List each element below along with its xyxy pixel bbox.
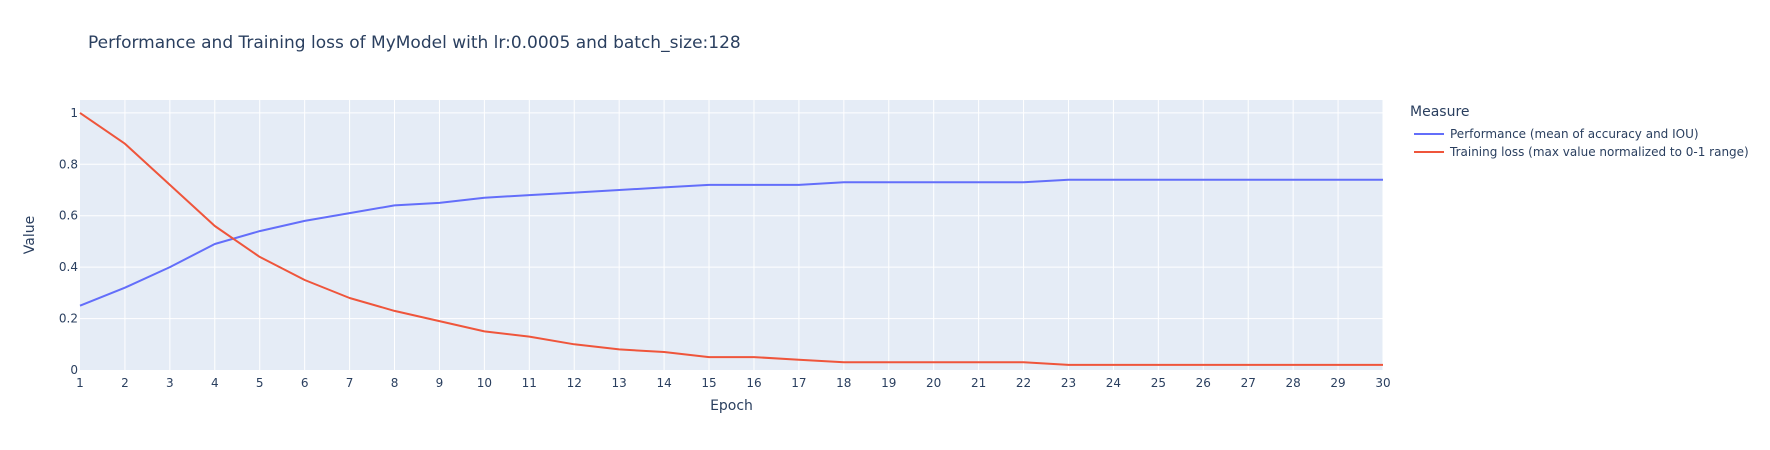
y-axis-title: Value — [22, 216, 38, 254]
legend-item-performance[interactable]: Performance (mean of accuracy and IOU) — [1410, 125, 1749, 143]
x-tick-label: 7 — [346, 376, 354, 390]
x-tick-label: 20 — [926, 376, 941, 390]
x-tick-label: 14 — [656, 376, 671, 390]
x-tick-label: 26 — [1196, 376, 1211, 390]
x-tick-label: 16 — [746, 376, 761, 390]
series-line-1 — [79, 112, 1383, 366]
x-tick-label: 11 — [522, 376, 537, 390]
x-axis-title: Epoch — [710, 398, 753, 414]
legend-swatch-performance — [1414, 133, 1444, 135]
x-tick-label: 3 — [166, 376, 174, 390]
x-tick-label: 6 — [301, 376, 309, 390]
x-tick-label: 17 — [791, 376, 806, 390]
x-tick-label: 21 — [971, 376, 986, 390]
x-tick-label: 9 — [436, 376, 444, 390]
x-tick-label: 12 — [567, 376, 582, 390]
x-tick-label: 4 — [211, 376, 219, 390]
x-tick-label: 8 — [391, 376, 399, 390]
x-tick-label: 25 — [1151, 376, 1166, 390]
y-tick-label: 0.8 — [59, 157, 78, 171]
series-line-0 — [79, 178, 1383, 307]
x-tick-label: 29 — [1330, 376, 1345, 390]
chart-title: Performance and Training loss of MyModel… — [88, 33, 741, 53]
y-tick-label: 0.2 — [59, 312, 78, 326]
x-tick-label: 18 — [836, 376, 851, 390]
legend-label-performance: Performance (mean of accuracy and IOU) — [1450, 127, 1699, 141]
x-tick-label: 28 — [1285, 376, 1300, 390]
legend: Measure Performance (mean of accuracy an… — [1410, 104, 1749, 161]
x-tick-label: 10 — [477, 376, 492, 390]
x-tick-label: 23 — [1061, 376, 1076, 390]
x-tick-label: 5 — [256, 376, 264, 390]
x-tick-label: 30 — [1375, 376, 1390, 390]
y-tick-label: 0.6 — [59, 209, 78, 223]
x-tick-label: 1 — [76, 376, 84, 390]
x-tick-label: 22 — [1016, 376, 1031, 390]
x-tick-label: 19 — [881, 376, 896, 390]
y-tick-label: 0.4 — [59, 260, 78, 274]
x-tick-label: 2 — [121, 376, 129, 390]
legend-label-training-loss: Training loss (max value normalized to 0… — [1450, 145, 1749, 159]
x-tick-label: 24 — [1106, 376, 1121, 390]
y-tick-label: 1 — [70, 106, 78, 120]
x-tick-label: 15 — [701, 376, 716, 390]
legend-item-training-loss[interactable]: Training loss (max value normalized to 0… — [1410, 143, 1749, 161]
x-tick-label: 13 — [612, 376, 627, 390]
legend-title: Measure — [1410, 104, 1470, 120]
x-tick-label: 27 — [1241, 376, 1256, 390]
legend-swatch-training-loss — [1414, 151, 1444, 153]
y-tick-label: 0 — [70, 363, 78, 377]
plot-background — [80, 100, 1383, 370]
